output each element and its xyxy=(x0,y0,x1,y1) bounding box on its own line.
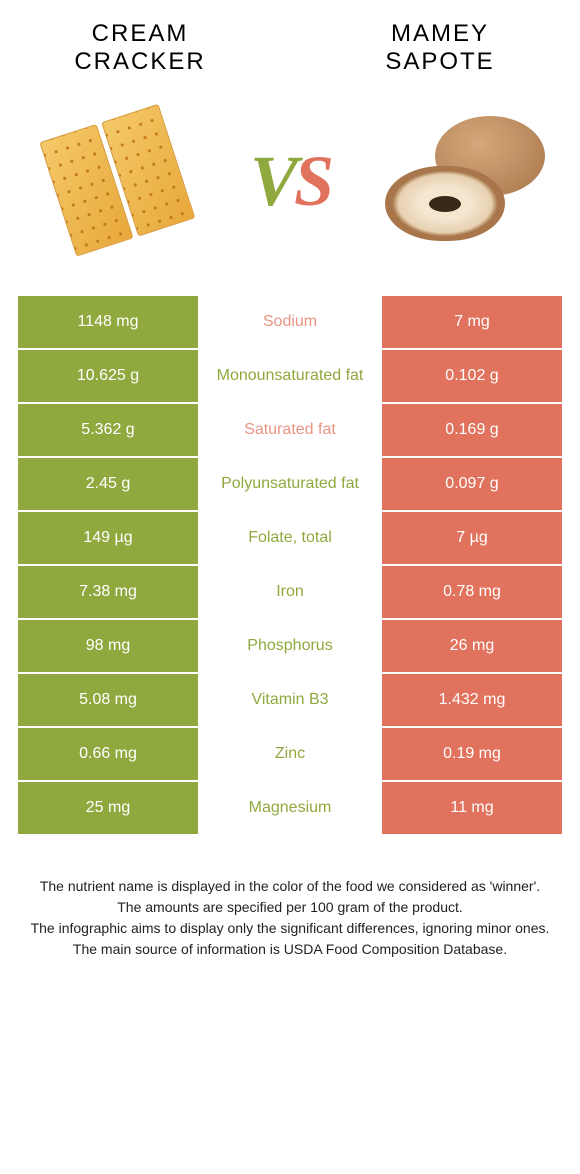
table-row: 5.362 gSaturated fat0.169 g xyxy=(18,404,562,456)
nutrient-label: Magnesium xyxy=(198,782,382,834)
table-row: 149 µgFolate, total7 µg xyxy=(18,512,562,564)
nutrient-label: Phosphorus xyxy=(198,620,382,672)
left-value: 25 mg xyxy=(18,782,198,834)
mamey-sapote-image xyxy=(380,96,550,266)
left-value: 5.362 g xyxy=(18,404,198,456)
cream-cracker-image xyxy=(30,96,200,266)
right-title-line1: MAMEY xyxy=(340,20,540,48)
vs-s: S xyxy=(294,141,330,221)
right-value: 7 µg xyxy=(382,512,562,564)
nutrient-label: Polyunsaturated fat xyxy=(198,458,382,510)
left-value: 5.08 mg xyxy=(18,674,198,726)
table-row: 2.45 gPolyunsaturated fat0.097 g xyxy=(18,458,562,510)
table-row: 25 mgMagnesium11 mg xyxy=(18,782,562,834)
right-value: 0.102 g xyxy=(382,350,562,402)
right-food-title: MAMEY SAPOTE xyxy=(340,20,540,76)
nutrient-label: Vitamin B3 xyxy=(198,674,382,726)
footer-line-2: The amounts are specified per 100 gram o… xyxy=(30,897,550,918)
footer-line-4: The main source of information is USDA F… xyxy=(30,939,550,960)
nutrient-label: Iron xyxy=(198,566,382,618)
nutrient-comparison-table: 1148 mgSodium7 mg10.625 gMonounsaturated… xyxy=(18,296,562,834)
left-value: 1148 mg xyxy=(18,296,198,348)
left-food-title: CREAM CRACKER xyxy=(40,20,240,76)
left-value: 10.625 g xyxy=(18,350,198,402)
table-row: 10.625 gMonounsaturated fat0.102 g xyxy=(18,350,562,402)
header: CREAM CRACKER MAMEY SAPOTE xyxy=(0,0,580,86)
footer-line-1: The nutrient name is displayed in the co… xyxy=(30,876,550,897)
nutrient-label: Zinc xyxy=(198,728,382,780)
left-value: 7.38 mg xyxy=(18,566,198,618)
nutrient-label: Folate, total xyxy=(198,512,382,564)
right-value: 0.78 mg xyxy=(382,566,562,618)
nutrient-label: Saturated fat xyxy=(198,404,382,456)
table-row: 1148 mgSodium7 mg xyxy=(18,296,562,348)
table-row: 7.38 mgIron0.78 mg xyxy=(18,566,562,618)
left-value: 149 µg xyxy=(18,512,198,564)
table-row: 98 mgPhosphorus26 mg xyxy=(18,620,562,672)
nutrient-label: Sodium xyxy=(198,296,382,348)
right-value: 11 mg xyxy=(382,782,562,834)
right-value: 7 mg xyxy=(382,296,562,348)
right-value: 26 mg xyxy=(382,620,562,672)
right-value: 0.19 mg xyxy=(382,728,562,780)
vs-label: VS xyxy=(250,140,330,223)
left-title-line1: CREAM xyxy=(40,20,240,48)
left-value: 0.66 mg xyxy=(18,728,198,780)
hero-row: VS xyxy=(0,86,580,296)
left-value: 2.45 g xyxy=(18,458,198,510)
nutrient-label: Monounsaturated fat xyxy=(198,350,382,402)
table-row: 5.08 mgVitamin B31.432 mg xyxy=(18,674,562,726)
vs-v: V xyxy=(250,141,294,221)
footer-line-3: The infographic aims to display only the… xyxy=(30,918,550,939)
right-title-line2: SAPOTE xyxy=(340,48,540,76)
table-row: 0.66 mgZinc0.19 mg xyxy=(18,728,562,780)
right-value: 0.169 g xyxy=(382,404,562,456)
right-value: 1.432 mg xyxy=(382,674,562,726)
left-title-line2: CRACKER xyxy=(40,48,240,76)
right-value: 0.097 g xyxy=(382,458,562,510)
left-value: 98 mg xyxy=(18,620,198,672)
footer-notes: The nutrient name is displayed in the co… xyxy=(0,836,580,960)
